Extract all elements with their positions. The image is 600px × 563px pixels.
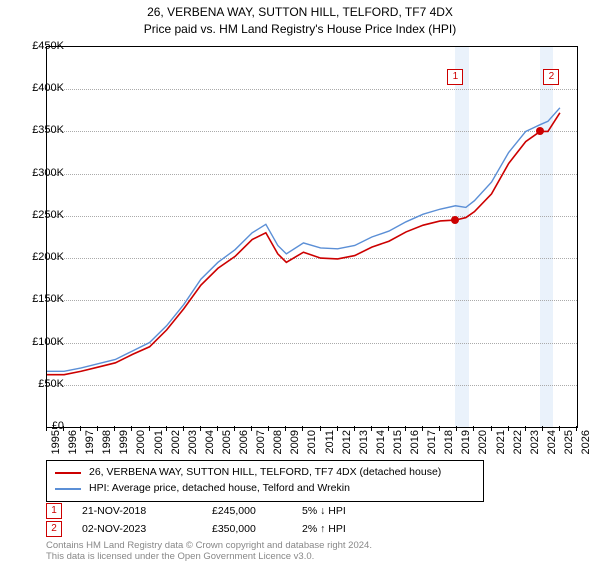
y-axis-label: £200K — [14, 251, 64, 263]
x-axis-label: 1996 — [67, 430, 79, 460]
y-axis-label: £150K — [14, 293, 64, 305]
x-axis-label: 2008 — [272, 430, 284, 460]
table-row: 1 21-NOV-2018 £245,000 5% ↓ HPI — [46, 502, 382, 520]
y-axis-label: £400K — [14, 82, 64, 94]
x-axis-label: 2006 — [238, 430, 250, 460]
title-line-2: Price paid vs. HM Land Registry's House … — [0, 21, 600, 38]
sale-dot-1 — [451, 216, 459, 224]
x-axis-label: 2017 — [426, 430, 438, 460]
x-axis-label: 2010 — [306, 430, 318, 460]
legend-swatch-1 — [55, 472, 81, 474]
chart-plot-area: 12 — [46, 46, 578, 428]
footer-attribution: Contains HM Land Registry data © Crown c… — [46, 540, 372, 563]
x-axis-label: 2002 — [170, 430, 182, 460]
y-axis-label: £250K — [14, 209, 64, 221]
x-axis-label: 2025 — [563, 430, 575, 460]
x-axis-label: 2011 — [324, 430, 336, 460]
series-price_paid — [47, 113, 560, 375]
sale-price-1: £245,000 — [212, 505, 302, 517]
footer-line-1: Contains HM Land Registry data © Crown c… — [46, 540, 372, 551]
x-axis-label: 2005 — [221, 430, 233, 460]
x-axis-label: 1997 — [84, 430, 96, 460]
legend-item-2: HPI: Average price, detached house, Telf… — [55, 481, 475, 497]
x-axis-label: 2020 — [477, 430, 489, 460]
title-block: 26, VERBENA WAY, SUTTON HILL, TELFORD, T… — [0, 0, 600, 38]
chart-svg — [47, 47, 577, 427]
legend-label-1: 26, VERBENA WAY, SUTTON HILL, TELFORD, T… — [89, 465, 441, 481]
sale-dot-2 — [536, 127, 544, 135]
sale-delta-2: 2% ↑ HPI — [302, 523, 382, 535]
x-axis-label: 2024 — [546, 430, 558, 460]
sales-table: 1 21-NOV-2018 £245,000 5% ↓ HPI 2 02-NOV… — [46, 502, 382, 538]
x-axis-label: 2023 — [529, 430, 541, 460]
footer-line-2: This data is licensed under the Open Gov… — [46, 551, 314, 562]
chart-container: 26, VERBENA WAY, SUTTON HILL, TELFORD, T… — [0, 0, 600, 560]
sale-marker-2: 2 — [46, 521, 62, 537]
legend-box: 26, VERBENA WAY, SUTTON HILL, TELFORD, T… — [46, 460, 484, 502]
title-line-1: 26, VERBENA WAY, SUTTON HILL, TELFORD, T… — [0, 4, 600, 21]
sale-marker-1: 1 — [46, 503, 62, 519]
x-axis-label: 2021 — [495, 430, 507, 460]
sale-date-1: 21-NOV-2018 — [82, 505, 212, 517]
table-row: 2 02-NOV-2023 £350,000 2% ↑ HPI — [46, 520, 382, 538]
legend-item-1: 26, VERBENA WAY, SUTTON HILL, TELFORD, T… — [55, 465, 475, 481]
legend-label-2: HPI: Average price, detached house, Telf… — [89, 481, 350, 497]
series-hpi — [47, 108, 560, 371]
x-axis-label: 2018 — [443, 430, 455, 460]
legend-swatch-2 — [55, 488, 81, 490]
x-axis-label: 2004 — [204, 430, 216, 460]
x-axis-label: 1999 — [118, 430, 130, 460]
x-axis-label: 2019 — [460, 430, 472, 460]
x-axis-label: 2001 — [153, 430, 165, 460]
x-axis-label: 2007 — [255, 430, 267, 460]
x-axis-label: 2016 — [409, 430, 421, 460]
x-axis-label: 2000 — [135, 430, 147, 460]
y-axis-label: £50K — [14, 378, 64, 390]
x-axis-label: 2012 — [341, 430, 353, 460]
x-axis-label: 1995 — [50, 430, 62, 460]
x-axis-label: 2014 — [375, 430, 387, 460]
y-axis-label: £450K — [14, 40, 64, 52]
x-axis-label: 2013 — [358, 430, 370, 460]
x-axis-label: 2003 — [187, 430, 199, 460]
sale-box-2: 2 — [543, 69, 559, 85]
sale-delta-1: 5% ↓ HPI — [302, 505, 382, 517]
sale-date-2: 02-NOV-2023 — [82, 523, 212, 535]
y-axis-label: £100K — [14, 336, 64, 348]
x-axis-label: 1998 — [101, 430, 113, 460]
sale-price-2: £350,000 — [212, 523, 302, 535]
y-axis-label: £300K — [14, 167, 64, 179]
x-axis-label: 2022 — [512, 430, 524, 460]
x-axis-label: 2026 — [580, 430, 592, 460]
y-axis-label: £350K — [14, 124, 64, 136]
x-axis-label: 2015 — [392, 430, 404, 460]
x-axis-label: 2009 — [289, 430, 301, 460]
sale-box-1: 1 — [447, 69, 463, 85]
